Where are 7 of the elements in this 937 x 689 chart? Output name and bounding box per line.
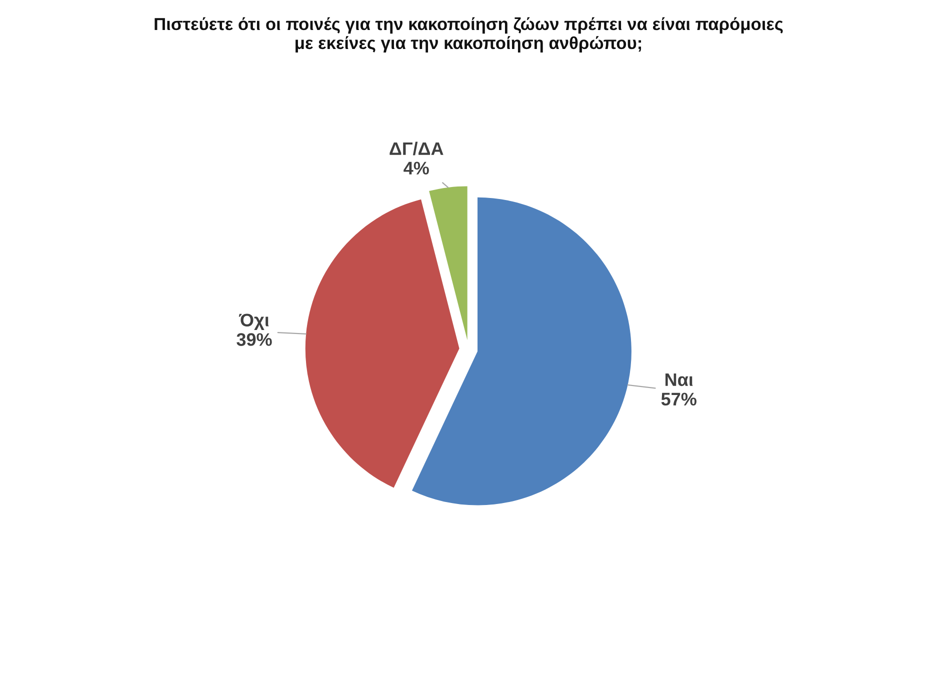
slice-label: Ναι [665,373,693,386]
slice-label: ΔΓ/ΔΑ [390,142,444,156]
data-label: 39% [236,333,272,346]
chart-title: Πιστεύετε ότι οι ποινές για την κακοποίηση ζώων πρέπει να είναι παρόμοιες με εκείνες για την κακοποίηση ανθρώπου; [154,17,783,53]
data-label: 57% [661,392,696,406]
data-label: 4% [404,162,429,174]
slice-label: Όχι [238,314,269,330]
